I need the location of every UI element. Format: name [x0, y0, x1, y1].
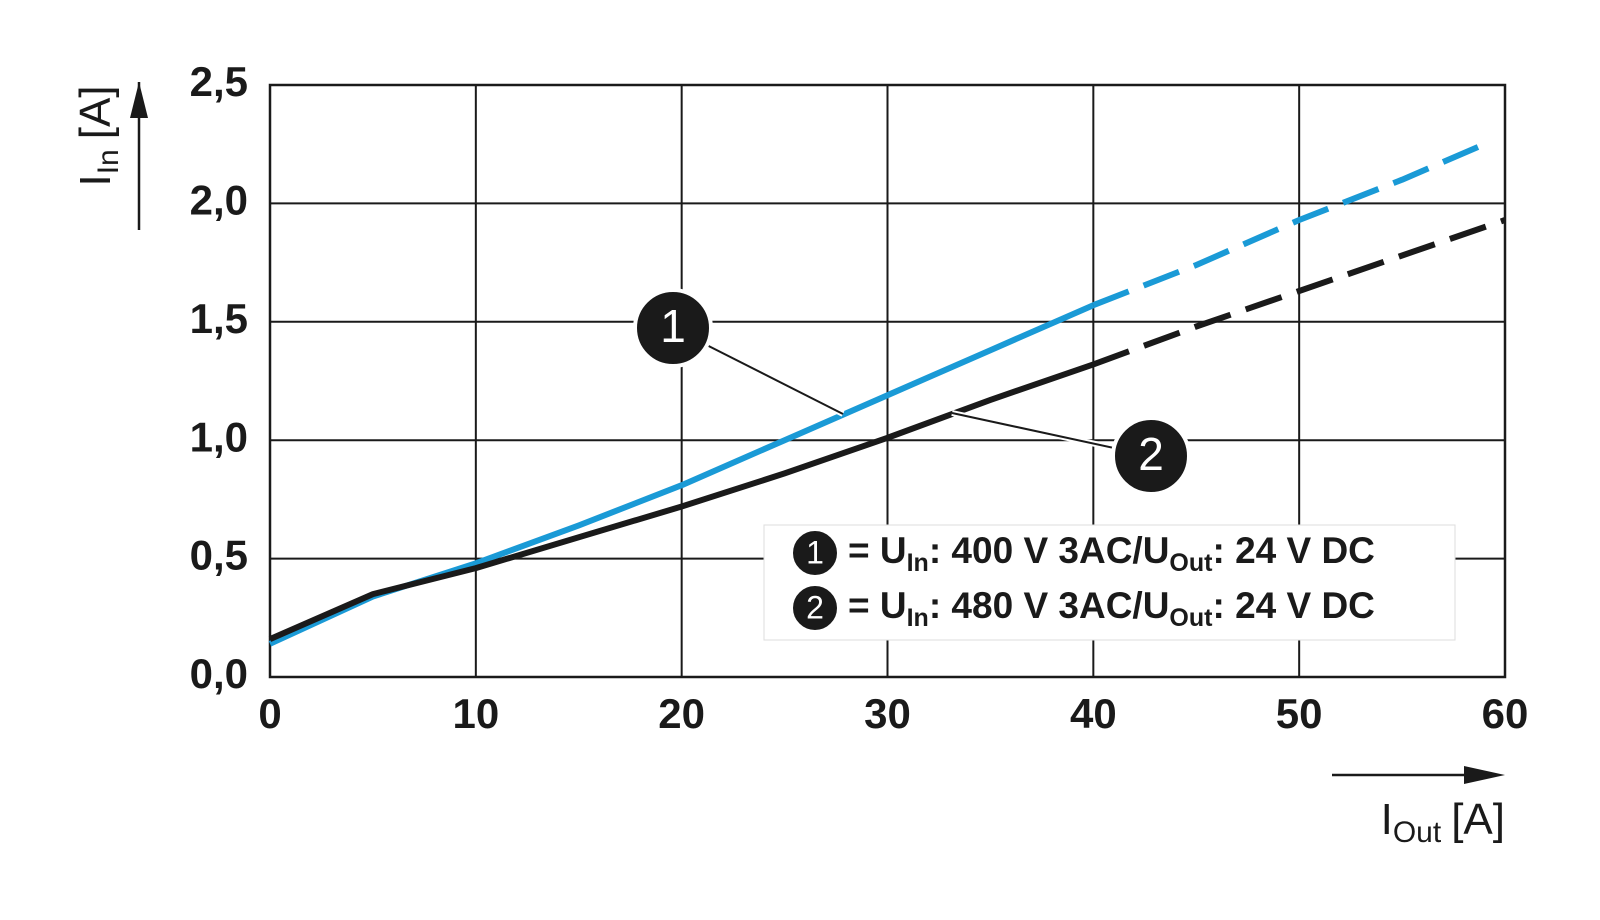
marker-number: 1	[660, 300, 686, 352]
legend-label-part: : 400 V 3AC/U	[929, 530, 1170, 571]
legend-label-part: : 480 V 3AC/U	[929, 585, 1170, 626]
y-tick-label: 0,5	[190, 532, 248, 579]
legend-label-sub: Out	[1169, 604, 1213, 632]
marker-number: 2	[1138, 428, 1164, 480]
legend-label-sub: In	[907, 549, 929, 577]
marker-number: 1	[806, 534, 824, 570]
y-tick-label: 2,0	[190, 176, 248, 223]
axis-label-main: I	[71, 174, 120, 186]
axis-label-unit: [A]	[1451, 795, 1505, 844]
y-axis-arrowhead	[130, 82, 148, 118]
axis-label: IOut [A]	[1381, 795, 1505, 849]
plot-frame	[268, 83, 1507, 679]
axis-label-unit: [A]	[71, 85, 120, 139]
legend-label: = UIn: 480 V 3AC/UOut: 24 V DC	[848, 585, 1375, 632]
y-tick-label: 1,0	[190, 413, 248, 460]
x-tick-label: 50	[1276, 690, 1323, 737]
y-tick-label: 2,5	[190, 58, 248, 105]
x-axis-arrowhead	[1464, 766, 1505, 784]
marker-badge	[633, 288, 713, 368]
x-tick-label: 0	[258, 690, 281, 737]
marker-badge	[1111, 416, 1191, 496]
legend-label-part: = U	[848, 530, 907, 571]
line-dashed	[1092, 217, 1506, 368]
x-tick-label: 40	[1070, 690, 1117, 737]
legend-label-part: : 24 V DC	[1212, 530, 1374, 571]
legend-label-sub: In	[907, 604, 929, 632]
axis-label-sub: Out	[1393, 816, 1442, 849]
x-tick-label: 30	[864, 690, 911, 737]
x-tick-label: 20	[658, 690, 705, 737]
marker-badge	[789, 582, 841, 634]
legend-box	[763, 524, 1456, 641]
y-tick-label: 1,5	[190, 295, 248, 342]
marker-number: 2	[806, 589, 824, 625]
legend-label-part: = U	[848, 585, 907, 626]
y-tick-label: 0,0	[190, 650, 248, 697]
x-tick-label: 10	[452, 690, 499, 737]
legend-label-sub: Out	[1169, 549, 1213, 577]
marker-badge	[789, 527, 841, 579]
x-tick-label: 60	[1482, 690, 1529, 737]
axis-label-sub: In	[92, 149, 125, 174]
axis-label-main: I	[1381, 795, 1393, 844]
line-dashed	[1092, 141, 1486, 308]
legend-label-part: : 24 V DC	[1212, 585, 1374, 626]
legend-label: = UIn: 400 V 3AC/UOut: 24 V DC	[848, 530, 1375, 577]
axis-label: IIn [A]	[71, 85, 125, 186]
